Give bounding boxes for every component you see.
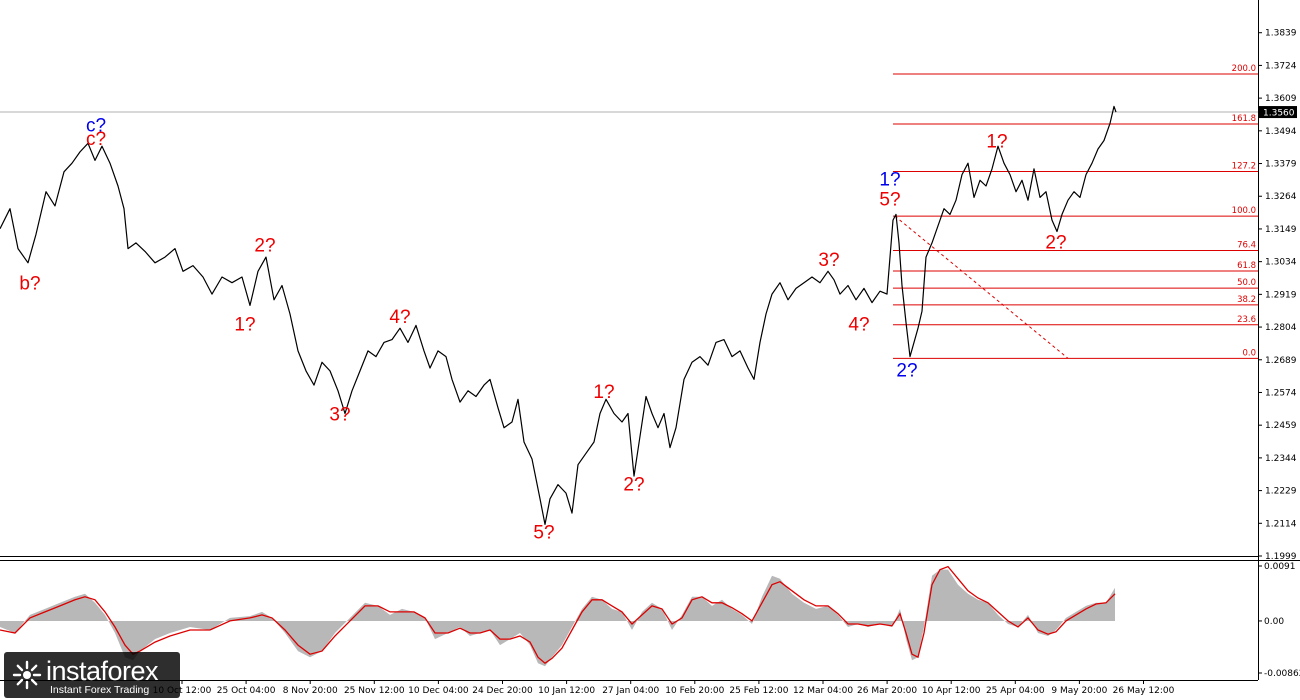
time-tick-label: 25 Nov 12:00 xyxy=(344,686,405,696)
oscillator-tick-label: 0.00 xyxy=(1264,617,1284,627)
wave-label: 1? xyxy=(986,131,1007,152)
wave-label: 5? xyxy=(533,522,554,543)
time-tick-label: 25 Feb 12:00 xyxy=(729,686,788,696)
price-series-line xyxy=(0,105,1117,525)
time-tick-label: 10 Jan 12:00 xyxy=(538,686,595,696)
oscillator-tick-label: 0.0091 xyxy=(1264,562,1296,572)
price-tick-label: 1.2114 xyxy=(1265,519,1297,529)
time-tick-label: 10 Dec 04:00 xyxy=(408,686,469,696)
time-tick-label: 24 Dec 20:00 xyxy=(472,686,533,696)
fibo-level-label: 76.4 xyxy=(1237,241,1256,251)
price-tick-label: 1.3609 xyxy=(1265,94,1297,104)
price-tick-label: 1.2229 xyxy=(1265,487,1297,497)
current-price-label: 1.3560 xyxy=(1263,109,1295,119)
time-tick-label: 27 Jan 04:00 xyxy=(602,686,659,696)
price-tick-label: 1.2919 xyxy=(1265,290,1297,300)
fibo-level-label: 200.0 xyxy=(1232,64,1256,74)
time-tick-label: 25 Oct 04:00 xyxy=(217,686,276,696)
wave-label: 1? xyxy=(593,382,614,403)
fibo-level-label: 61.8 xyxy=(1237,261,1256,271)
time-tick-label: 10 Apr 12:00 xyxy=(922,686,981,696)
price-tick-label: 1.2574 xyxy=(1265,388,1297,398)
watermark-tagline: Instant Forex Trading xyxy=(50,684,150,696)
wave-label: 3? xyxy=(818,250,839,271)
price-tick-label: 1.3379 xyxy=(1265,160,1297,170)
time-tick-label: 10 Feb 20:00 xyxy=(665,686,724,696)
time-tick-label: 9 May 20:00 xyxy=(1051,686,1107,696)
wave-label: 4? xyxy=(848,314,869,335)
time-tick-label: 10 Oct 12:00 xyxy=(153,686,212,696)
time-tick-label: 8 Nov 20:00 xyxy=(283,686,338,696)
wave-label: 2? xyxy=(1045,233,1066,254)
wave-label: c? xyxy=(86,129,106,150)
wave-label: 5? xyxy=(879,190,900,211)
wave-label: 1? xyxy=(234,314,255,335)
price-tick-label: 1.3839 xyxy=(1265,29,1297,39)
fibo-level-label: 50.0 xyxy=(1237,278,1256,288)
price-tick-label: 1.3034 xyxy=(1265,258,1297,268)
wave-label: 2? xyxy=(896,360,917,381)
price-tick-label: 1.2344 xyxy=(1265,454,1297,464)
price-tick-label: 1.1999 xyxy=(1265,552,1297,562)
current-price-box xyxy=(1259,106,1297,119)
price-tick-label: 1.3724 xyxy=(1265,61,1297,71)
instaforex-watermark: instaforex Instant Forex Trading xyxy=(4,652,180,698)
price-tick-label: 1.3149 xyxy=(1265,225,1297,235)
fibo-trend-line xyxy=(894,215,1069,359)
time-tick-label: 26 Mar 20:00 xyxy=(857,686,917,696)
oscillator-panel: 10 Oct 12:00 25 Oct 04:00 8 Nov 20:00 25 No… xyxy=(0,560,1300,696)
time-tick-label: 26 May 12:00 xyxy=(1113,686,1175,696)
fibo-level-label: 100.0 xyxy=(1232,206,1256,216)
oscillator-signal-line xyxy=(0,565,1116,665)
price-tick-label: 1.2459 xyxy=(1265,421,1297,431)
time-tick-label: 12 Mar 04:00 xyxy=(793,686,853,696)
fibo-level-label: 38.2 xyxy=(1237,295,1256,305)
fibo-level-label: 23.6 xyxy=(1237,315,1256,325)
watermark-brand-name: instaforex xyxy=(46,656,159,686)
wave-label: 2? xyxy=(623,474,644,495)
oscillator-histogram xyxy=(0,569,1115,667)
wave-label: 1? xyxy=(879,170,900,191)
fibo-level-label: 0.0 xyxy=(1242,348,1256,358)
fibo-level-label: 161.8 xyxy=(1232,114,1256,124)
wave-label: 3? xyxy=(329,405,350,426)
time-tick-label: 25 Apr 04:00 xyxy=(986,686,1045,696)
wave-label: c? xyxy=(86,116,106,137)
price-chart-panel: 1.3839 1.3724 1.3609 1.3494 1.3379 1.3264 1.31… xyxy=(0,0,1297,680)
wave-label: b? xyxy=(19,274,40,295)
price-tick-label: 1.2689 xyxy=(1265,356,1297,366)
price-tick-label: 1.3264 xyxy=(1265,192,1297,202)
price-tick-label: 1.3494 xyxy=(1265,127,1297,137)
wave-label: 4? xyxy=(389,307,410,328)
oscillator-tick-label: -0.00862 xyxy=(1264,669,1300,679)
fibo-level-label: 127.2 xyxy=(1232,161,1256,171)
price-tick-label: 1.2804 xyxy=(1265,323,1297,333)
wave-label: 2? xyxy=(254,235,275,256)
instaforex-logo-icon xyxy=(12,660,42,690)
